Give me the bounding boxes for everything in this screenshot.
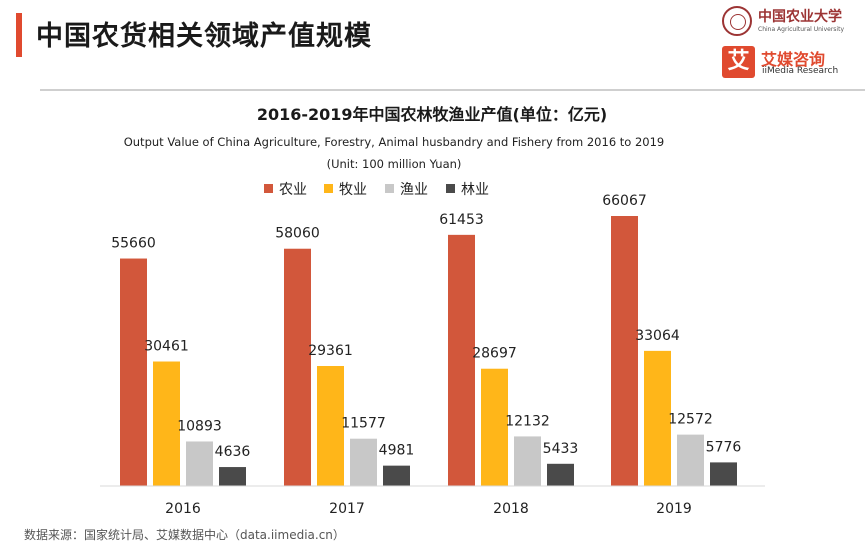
data-label-2019-1: 33064: [635, 328, 680, 344]
cau-name-cn: 中国农业大学: [758, 9, 842, 25]
cau-seal-icon: [722, 6, 752, 36]
x-tick-2018: 2018: [493, 501, 529, 517]
iimedia-name-cn: 艾媒咨询: [761, 50, 826, 69]
bar-2016-2: [186, 441, 213, 486]
bar-2018-1: [481, 368, 508, 486]
data-label-2016-0: 55660: [111, 236, 156, 252]
bar-2018-3: [547, 463, 574, 486]
data-label-2016-1: 30461: [144, 339, 189, 355]
header-divider: [40, 89, 865, 91]
chart-unit: (Unit: 100 million Yuan): [327, 157, 462, 171]
data-label-2016-2: 10893: [177, 418, 222, 434]
bar-2016-0: [120, 258, 147, 486]
data-label-2018-2: 12132: [505, 413, 550, 429]
bar-2018-2: [514, 436, 541, 486]
bar-2016-3: [219, 467, 246, 486]
cau-logo: 中国农业大学 China Agricultural University: [722, 6, 862, 42]
data-label-2016-3: 4636: [215, 444, 251, 460]
data-label-2018-0: 61453: [439, 212, 484, 228]
bar-2017-0: [284, 248, 311, 486]
bar-2017-3: [383, 465, 410, 486]
bar-2019-0: [611, 216, 638, 486]
bar-2016-1: [153, 361, 180, 486]
x-tick-2016: 2016: [165, 501, 201, 517]
data-label-2018-1: 28697: [472, 346, 517, 362]
data-label-2017-1: 29361: [308, 343, 353, 359]
bar-2019-2: [677, 434, 704, 486]
chart-legend: 农业 牧业 渔业 林业: [264, 182, 489, 198]
legend-label-3: 林业: [461, 182, 489, 198]
x-tick-2017: 2017: [329, 501, 365, 517]
x-tick-2019: 2019: [656, 501, 692, 517]
data-label-2019-3: 5776: [706, 439, 742, 455]
iimedia-logo: 艾 艾媒咨询 iiMedia Research: [722, 46, 862, 80]
data-label-2017-2: 11577: [341, 416, 386, 432]
page-title: 中国农货相关领域产值规模: [36, 21, 372, 52]
bar-2018-0: [448, 234, 475, 486]
legend-swatch-2: [385, 184, 394, 193]
legend-label-0: 农业: [279, 182, 307, 198]
data-label-2017-3: 4981: [379, 443, 415, 459]
iimedia-name-en: iiMedia Research: [762, 66, 839, 76]
legend-label-2: 渔业: [400, 182, 428, 198]
bar-2019-3: [710, 462, 737, 486]
title-accent-bar: [16, 13, 22, 57]
bar-2017-1: [317, 366, 344, 486]
chart-bars: 55660 30461 10893 4636 58060 29361 11577 4981 61…: [111, 193, 741, 486]
data-label-2017-0: 58060: [275, 226, 320, 242]
cau-name-en: China Agricultural University: [758, 26, 845, 33]
data-label-2018-3: 5433: [543, 441, 579, 457]
data-label-2019-2: 12572: [668, 412, 713, 428]
bar-2017-2: [350, 438, 377, 486]
legend-label-1: 牧业: [339, 182, 367, 198]
bar-2019-1: [644, 350, 671, 486]
iimedia-badge-icon: 艾: [722, 46, 755, 78]
legend-swatch-0: [264, 184, 273, 193]
data-label-2019-0: 66067: [602, 193, 647, 209]
x-axis-ticks: 2016 2017 2018 2019: [165, 501, 692, 517]
legend-swatch-1: [324, 184, 333, 193]
chart-title: 2016-2019年中国农林牧渔业产值(单位：亿元): [257, 105, 607, 124]
legend-swatch-3: [446, 184, 455, 193]
chart-subtitle: Output Value of China Agriculture, Fores…: [124, 135, 665, 149]
data-source-note: 数据来源：国家统计局、艾媒数据中心（data.iimedia.cn）: [24, 528, 345, 542]
